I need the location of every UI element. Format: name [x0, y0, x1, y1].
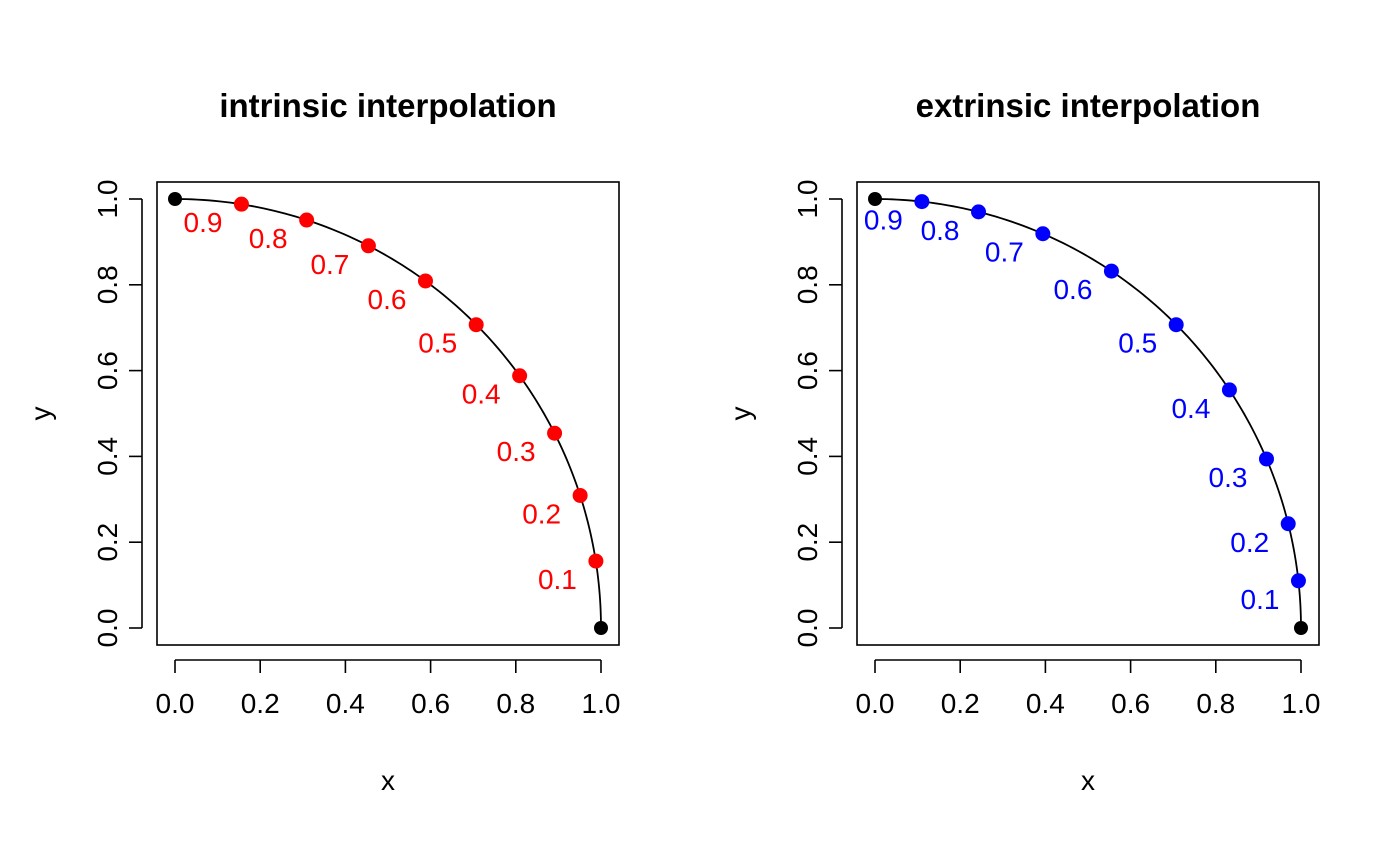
- point-label: 0.2: [1230, 527, 1269, 558]
- point-label: 0.5: [418, 328, 457, 359]
- data-point: [1168, 317, 1184, 333]
- point-label: 0.9: [864, 205, 903, 236]
- data-point: [512, 368, 528, 384]
- y-tick-label: 0.4: [92, 437, 123, 476]
- data-point: [572, 487, 588, 503]
- y-tick-label: 0.2: [92, 523, 123, 562]
- data-point: [233, 196, 249, 212]
- point-label: 0.6: [1053, 274, 1092, 305]
- y-tick-label: 0.2: [792, 523, 823, 562]
- data-point: [914, 194, 930, 210]
- data-point: [417, 273, 433, 289]
- x-tick-label: 0.2: [241, 688, 280, 719]
- x-axis-label: x: [1081, 765, 1095, 796]
- data-point: [1280, 516, 1296, 532]
- data-point: [547, 425, 563, 441]
- point-label: 0.2: [522, 498, 561, 529]
- point-label: 0.9: [184, 207, 223, 238]
- y-tick-label: 0.4: [792, 437, 823, 476]
- y-tick-label: 1.0: [92, 180, 123, 219]
- point-label: 0.7: [310, 249, 349, 280]
- y-tick-label: 1.0: [792, 180, 823, 219]
- y-axis-label: y: [25, 407, 56, 421]
- endpoint-point: [1294, 621, 1308, 635]
- data-point: [1221, 382, 1237, 398]
- panel-intrinsic: intrinsic interpolation 0.0 0.2 0.4 0.6 0.8 1.…: [25, 87, 620, 796]
- point-label: 0.6: [368, 284, 407, 315]
- x-tick-label: 0.4: [326, 688, 365, 719]
- panel-extrinsic: extrinsic interpolation 0.0 0.2 0.4 0.6 0.8 1.…: [725, 87, 1320, 796]
- y-tick-label: 0.0: [792, 609, 823, 648]
- y-axis-label: y: [725, 407, 756, 421]
- point-label: 0.7: [985, 237, 1024, 268]
- x-tick-label: 0.6: [411, 688, 450, 719]
- x-tick-label: 1.0: [582, 688, 621, 719]
- y-tick-label: 0.0: [92, 609, 123, 648]
- x-tick-label: 0.4: [1026, 688, 1065, 719]
- x-tick-label: 0.8: [496, 688, 535, 719]
- x-axis-label: x: [381, 765, 395, 796]
- y-tick-label: 0.8: [92, 265, 123, 304]
- point-label: 0.1: [538, 564, 577, 595]
- arc-curve: [874, 198, 1302, 629]
- x-tick-label: 0.0: [856, 688, 895, 719]
- data-point: [1290, 573, 1306, 589]
- point-label: 0.5: [1118, 328, 1157, 359]
- point-label: 0.4: [1171, 393, 1210, 424]
- x-tick-label: 0.2: [941, 688, 980, 719]
- data-point: [588, 553, 604, 569]
- plot-frame: [856, 181, 1320, 646]
- point-label: 0.3: [497, 436, 536, 467]
- x-tick-label: 0.0: [156, 688, 195, 719]
- point-label: 0.3: [1209, 462, 1248, 493]
- data-point: [360, 238, 376, 254]
- endpoint-point: [168, 192, 182, 206]
- point-label: 0.8: [921, 215, 960, 246]
- x-tick-label: 0.8: [1196, 688, 1235, 719]
- point-label: 0.8: [249, 223, 288, 254]
- x-tick-label: 0.6: [1111, 688, 1150, 719]
- chart-title: extrinsic interpolation: [916, 87, 1261, 124]
- data-point: [1258, 451, 1274, 467]
- y-tick-label: 0.6: [92, 351, 123, 390]
- data-point: [1035, 226, 1051, 242]
- y-tick-label: 0.6: [792, 351, 823, 390]
- point-label: 0.4: [462, 379, 501, 410]
- x-tick-label: 1.0: [1282, 688, 1321, 719]
- endpoint-point: [594, 621, 608, 635]
- data-point: [971, 204, 987, 220]
- data-point: [468, 317, 484, 333]
- chart-title: intrinsic interpolation: [219, 87, 556, 124]
- data-point: [299, 212, 315, 228]
- plot-frame: [156, 181, 620, 646]
- y-tick-label: 0.8: [792, 265, 823, 304]
- point-label: 0.1: [1241, 584, 1280, 615]
- data-point: [1103, 263, 1119, 279]
- endpoint-point: [868, 192, 882, 206]
